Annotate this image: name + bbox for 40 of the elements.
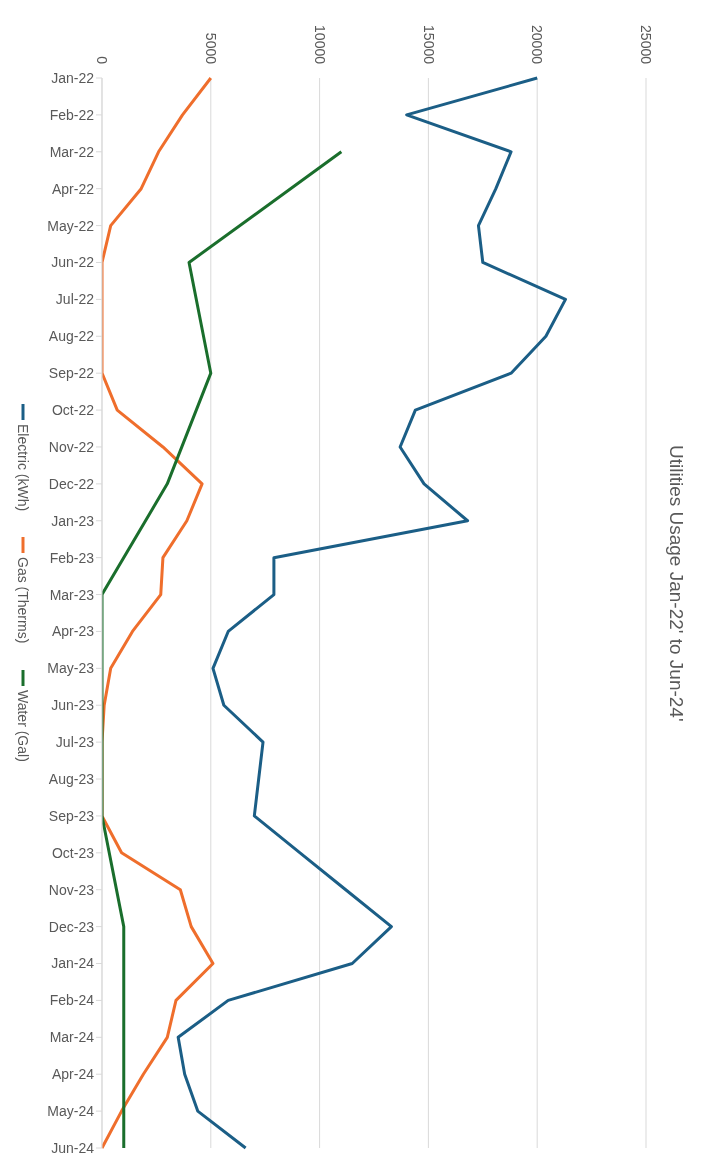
y-tick-label: Jan-23 xyxy=(51,512,95,529)
x-tick-label: 20000 xyxy=(529,25,546,65)
y-tick-label: Oct-22 xyxy=(51,402,95,419)
legend-label: Electric (kWh) xyxy=(15,424,31,512)
y-tick-label: Feb-23 xyxy=(49,549,95,566)
y-tick-label: May-22 xyxy=(47,217,95,234)
x-tick-label: 5000 xyxy=(202,32,219,65)
y-tick-label: May-24 xyxy=(47,1103,95,1120)
y-tick-label: Jul-23 xyxy=(55,734,95,751)
y-tick-label: Jul-22 xyxy=(55,291,95,308)
y-tick-label: Jan-24 xyxy=(51,955,95,972)
y-tick-label: Dec-22 xyxy=(48,475,95,492)
y-tick-label: Jun-24 xyxy=(51,1139,95,1156)
y-tick-label: Mar-24 xyxy=(49,1029,95,1046)
y-tick-label: Mar-23 xyxy=(49,586,95,603)
y-tick-label: Mar-22 xyxy=(49,143,95,160)
y-tick-label: Oct-23 xyxy=(51,844,95,861)
y-tick-label: Jun-23 xyxy=(51,697,95,714)
y-tick-label: Sep-23 xyxy=(48,807,95,824)
y-tick-label: Dec-23 xyxy=(48,918,95,935)
y-tick-label: Jun-22 xyxy=(51,254,95,271)
y-tick-label: Jan-22 xyxy=(51,69,95,86)
y-tick-label: Apr-23 xyxy=(51,623,95,640)
y-tick-label: May-23 xyxy=(47,660,95,677)
text: Utilities Usage Jan-22' to Jun-24' xyxy=(665,444,687,722)
x-tick-label: 10000 xyxy=(311,25,328,65)
y-tick-label: Apr-22 xyxy=(51,180,95,197)
x-tick-label: 15000 xyxy=(420,25,437,65)
y-tick-label: Nov-23 xyxy=(48,881,95,898)
y-tick-label: Feb-24 xyxy=(49,992,95,1009)
x-tick-label: 0 xyxy=(94,56,111,65)
y-tick-label: Aug-23 xyxy=(48,771,95,787)
y-tick-label: Nov-22 xyxy=(48,438,95,455)
x-tick-label: 25000 xyxy=(638,25,655,65)
y-tick-label: Feb-22 xyxy=(49,106,95,123)
legend-label: Water (Gal) xyxy=(15,689,31,762)
y-tick-label: Aug-22 xyxy=(48,328,95,345)
y-tick-label: Apr-24 xyxy=(51,1066,95,1083)
legend-label: Gas (Therms) xyxy=(15,557,31,644)
y-tick-label: Sep-22 xyxy=(48,365,95,382)
